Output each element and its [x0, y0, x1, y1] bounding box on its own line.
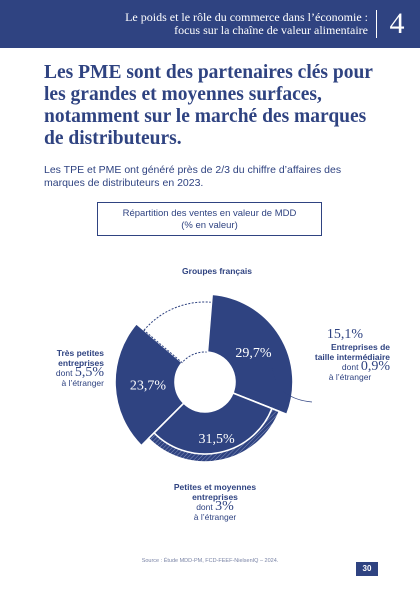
source-note: Source : Étude MDD-PM, FCD-FEEF-NielsenI…	[141, 558, 279, 564]
label-pme: Petites et moyennes entreprises dont 3% …	[150, 482, 280, 522]
slice-value-label-0: 23,7%	[130, 378, 167, 393]
page-number: 30	[356, 562, 378, 576]
chart-title: Répartition des ventes en valeur de MDD	[122, 208, 297, 219]
chart-title-box: Répartition des ventes en valeur de MDD …	[97, 202, 322, 236]
pme-etranger: à l’étranger	[193, 512, 237, 522]
tpe-foreign: dont 5,5%	[55, 365, 104, 380]
tpe-line2: entreprises	[58, 358, 104, 368]
chart-subtitle: (% en valeur)	[181, 220, 238, 231]
label-eti: 15,1% Entreprises de taille intermédiair…	[290, 327, 390, 383]
slice-value-label-3: 31,5%	[199, 432, 236, 447]
slice-value-label-2: 29,7%	[235, 346, 272, 361]
eti-etranger: à l’étranger	[328, 372, 372, 382]
donut-slice-3-core	[152, 392, 273, 455]
pme-foreign-value: 3%	[215, 499, 234, 514]
header-divider	[376, 10, 377, 38]
chapter-title: Le poids et le rôle du commerce dans l’é…	[38, 11, 368, 37]
label-groupes-francais: Groupes français	[182, 266, 252, 276]
eti-foreign-value: 0,9%	[360, 359, 390, 374]
intro-text: Les TPE et PME ont généré près de 2/3 du…	[44, 164, 342, 189]
chapter-number: 4	[389, 7, 405, 40]
label-tpe: Très petites entreprises dont 5,5% à l’é…	[24, 348, 104, 388]
tpe-line1: Très petites	[56, 348, 104, 358]
donut-slice-1	[143, 301, 213, 364]
headline: Les PME sont des partenaires clés pour l…	[44, 62, 373, 149]
eti-foreign: dont 0,9%	[341, 359, 390, 374]
eti-line2: taille intermédiaire	[314, 352, 390, 362]
leader-line-eti	[271, 367, 313, 403]
pme-line2: entreprises	[192, 492, 238, 502]
donut-slice-0	[114, 322, 185, 447]
tpe-etranger: à l’étranger	[61, 378, 104, 388]
chapter-title-line2: focus sur la chaîne de valeur alimentair…	[174, 23, 368, 37]
chapter-title-line1: Le poids et le rôle du commerce dans l’é…	[125, 10, 368, 24]
pme-foreign: dont 3%	[196, 499, 234, 514]
eti-line1: Entreprises de	[330, 342, 390, 352]
chapter-header: Le poids et le rôle du commerce dans l’é…	[0, 0, 420, 48]
tpe-foreign-value: 5,5%	[74, 365, 104, 380]
pme-line1: Petites et moyennes	[173, 482, 257, 492]
eti-value: 15,1%	[326, 327, 364, 342]
